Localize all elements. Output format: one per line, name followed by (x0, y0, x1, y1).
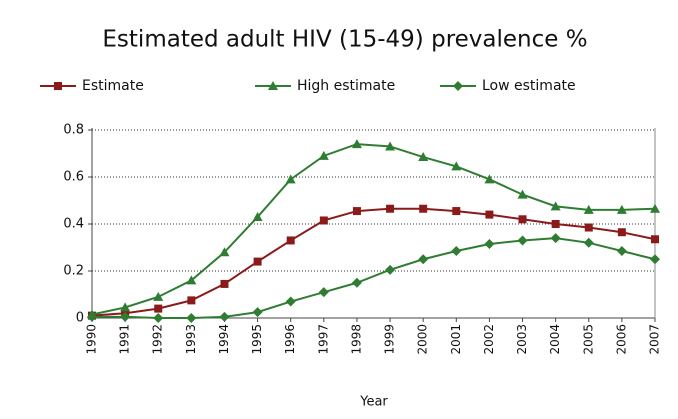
x-tick-label: 2004 (548, 324, 562, 355)
marker (319, 216, 328, 225)
x-tick-label: 2005 (581, 324, 595, 355)
x-tick-label: 2000 (416, 324, 430, 355)
marker (452, 207, 461, 216)
series-line (92, 237, 656, 319)
marker (285, 174, 296, 184)
x-tick-label: 1995 (250, 324, 264, 355)
marker (484, 174, 495, 184)
marker (268, 81, 278, 90)
marker (252, 307, 263, 318)
x-tick-label: 1996 (283, 324, 297, 355)
x-tick-label: 2006 (614, 324, 628, 355)
marker (153, 291, 164, 301)
marker (651, 235, 659, 244)
x-tick-label: 1993 (184, 324, 198, 355)
series-line (91, 207, 656, 317)
y-tick-label: 0.4 (63, 217, 84, 232)
marker (650, 254, 660, 265)
marker (219, 311, 230, 322)
marker (485, 210, 494, 219)
marker (385, 264, 396, 275)
x-tick-label: 2001 (449, 324, 463, 355)
marker (583, 237, 594, 248)
legend-label: High estimate (297, 78, 395, 94)
marker (550, 233, 561, 244)
series-line (91, 143, 656, 316)
marker (252, 211, 263, 221)
x-tick-label: 2007 (648, 324, 662, 355)
x-tick-label: 1999 (383, 324, 397, 355)
x-tick-label: 2002 (482, 324, 496, 355)
y-tick-label: 0.6 (63, 170, 84, 185)
x-tick-label: 2003 (515, 324, 529, 355)
x-tick-label: 1994 (217, 324, 231, 355)
legend-label: Low estimate (482, 78, 576, 94)
marker (418, 152, 429, 162)
y-tick-label: 0 (76, 311, 84, 326)
marker (617, 228, 626, 237)
y-tick-label: 0.2 (63, 264, 84, 279)
marker (285, 296, 296, 307)
marker (253, 257, 262, 266)
marker (286, 236, 295, 245)
chart-title: Estimated adult HIV (15-49) prevalence % (102, 27, 587, 53)
x-tick-label: 1991 (118, 324, 132, 355)
y-tick-label: 0.8 (63, 123, 84, 138)
marker (186, 313, 197, 323)
marker (551, 220, 560, 228)
marker (219, 247, 230, 257)
marker (351, 139, 362, 149)
marker (186, 275, 197, 285)
marker (550, 201, 561, 211)
marker (153, 313, 164, 323)
marker (418, 254, 429, 265)
marker (352, 207, 361, 216)
marker (87, 311, 97, 322)
x-tick-label: 1992 (151, 324, 165, 355)
marker (451, 161, 462, 171)
marker (419, 204, 428, 213)
marker (120, 311, 131, 322)
marker (517, 189, 528, 199)
marker (220, 279, 229, 288)
x-tick-label: 1997 (316, 324, 330, 355)
marker (120, 302, 131, 312)
marker (318, 150, 329, 160)
marker (451, 246, 462, 257)
marker (484, 238, 495, 249)
marker (518, 215, 527, 224)
marker (385, 141, 396, 151)
marker (583, 204, 594, 214)
marker (616, 204, 627, 214)
legend-label: Estimate (82, 78, 144, 94)
marker (351, 277, 362, 288)
x-tick-label: 1990 (85, 324, 99, 355)
marker (54, 82, 62, 90)
x-tick-label: 1998 (349, 324, 363, 355)
marker (584, 223, 593, 232)
marker (650, 203, 660, 213)
marker (386, 204, 395, 213)
x-axis-label: Year (359, 395, 388, 410)
marker (616, 246, 627, 257)
marker (453, 81, 463, 91)
marker (187, 296, 196, 305)
marker (517, 235, 528, 246)
marker (318, 287, 329, 298)
marker (154, 304, 163, 313)
